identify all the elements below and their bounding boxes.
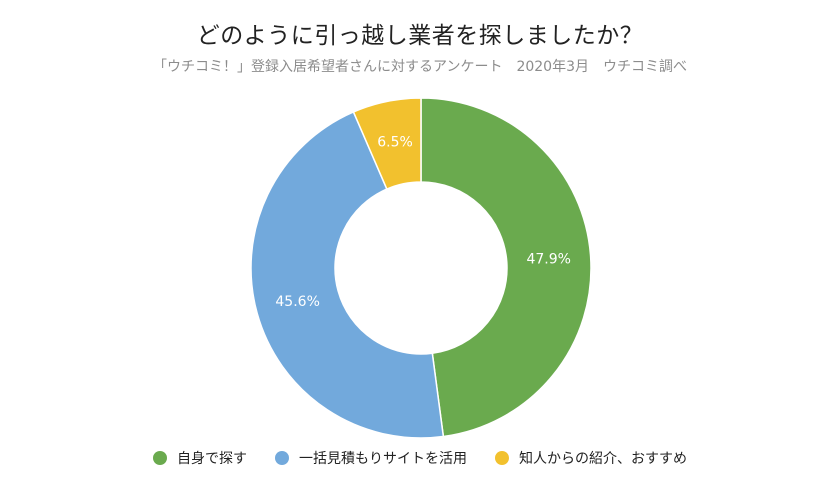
donut-slice-2: [352, 97, 422, 191]
legend: 自身で探す 一括見積もりサイトを活用 知人からの紹介、おすすめ: [0, 448, 840, 468]
data-label-0: 47.9%: [526, 252, 570, 268]
legend-label: 知人からの紹介、おすすめ: [519, 451, 687, 467]
data-label-2: 6.5%: [377, 135, 413, 151]
donut-slice-0: [420, 97, 592, 438]
legend-label: 自身で探す: [177, 451, 247, 467]
legend-item-self: 自身で探す: [153, 448, 247, 468]
legend-marker: [275, 451, 289, 465]
legend-item-referral: 知人からの紹介、おすすめ: [495, 448, 687, 468]
legend-label: 一括見積もりサイトを活用: [299, 451, 467, 467]
chart-subtitle: 「ウチコミ！」登録入居希望者さんに対するアンケート 2020年3月 ウチコミ調べ: [153, 59, 687, 75]
legend-marker: [153, 451, 167, 465]
legend-marker: [495, 451, 509, 465]
legend-item-estimate-site: 一括見積もりサイトを活用: [275, 448, 467, 468]
chart-title: どのように引っ越し業者を探しましたか？: [196, 23, 644, 49]
donut-slice-1: [250, 110, 445, 439]
data-label-1: 45.6%: [275, 294, 319, 310]
